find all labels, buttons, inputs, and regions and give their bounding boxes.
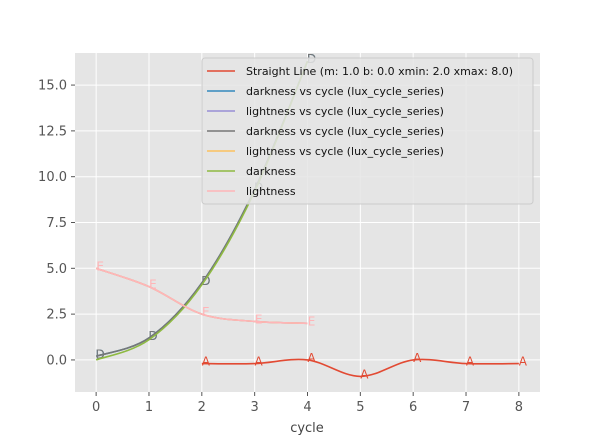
data-point-marker: D	[201, 274, 210, 288]
data-point-marker: D	[96, 347, 105, 361]
x-tick-label: 5	[356, 400, 364, 415]
y-tick-label: 2.5	[46, 308, 67, 323]
y-tick-label: 7.5	[46, 216, 67, 231]
data-point-marker: E	[202, 305, 210, 319]
y-tick-label: 15.0	[38, 79, 67, 94]
x-tick-label: 6	[409, 400, 417, 415]
data-point-marker: E	[255, 312, 263, 326]
data-point-marker: A	[466, 355, 475, 369]
legend-entry-label: darkness	[246, 165, 296, 178]
x-tick-label: 0	[92, 400, 100, 415]
legend: Straight Line (m: 1.0 b: 0.0 xmin: 2.0 x…	[201, 57, 534, 205]
x-tick-label: 4	[303, 400, 311, 415]
x-tick-label: 3	[251, 400, 259, 415]
x-tick-label: 8	[515, 400, 523, 415]
y-tick-label: 5.0	[46, 262, 67, 277]
x-axis-ticks: 0 1 2 3 4 5 6 7 8	[92, 392, 523, 415]
data-point-marker: A	[307, 351, 316, 365]
data-point-marker: E	[149, 278, 157, 292]
data-point-marker: A	[255, 355, 264, 369]
data-point-marker: A	[519, 355, 528, 369]
x-axis-label: cycle	[290, 421, 324, 436]
x-tick-label: 7	[462, 400, 470, 415]
series-line	[95, 267, 308, 325]
legend-entry-label: lightness vs cycle (lux_cycle_series)	[246, 145, 444, 158]
legend-entry-label: darkness vs cycle (lux_cycle_series)	[246, 125, 444, 138]
series-6: E E E E E	[95, 259, 316, 328]
y-tick-label: 0.0	[46, 353, 67, 368]
x-tick-label: 2	[198, 400, 206, 415]
legend-entry-label: Straight Line (m: 1.0 b: 0.0 xmin: 2.0 x…	[246, 65, 513, 78]
series-0: A A A A A A A	[202, 351, 528, 381]
data-point-marker: A	[413, 351, 422, 365]
legend-box	[201, 57, 534, 205]
data-point-marker: E	[96, 259, 104, 273]
y-tick-label: 12.5	[38, 124, 67, 139]
data-point-marker: A	[360, 367, 369, 381]
data-point-marker: D	[96, 347, 105, 361]
data-point-marker: E	[308, 314, 316, 328]
legend-entry-label: darkness vs cycle (lux_cycle_series)	[246, 85, 444, 98]
series-line	[201, 358, 519, 378]
legend-entry-label: lightness vs cycle (lux_cycle_series)	[246, 105, 444, 118]
x-tick-label: 1	[145, 400, 153, 415]
data-point-marker: A	[202, 355, 211, 369]
y-tick-label: 10.0	[38, 170, 67, 185]
data-point-marker: D	[201, 274, 210, 288]
y-axis-ticks: 0.0 2.5 5.0 7.5 10.0 12.5 15.0	[38, 79, 75, 368]
legend-entry-label: lightness	[246, 185, 296, 198]
